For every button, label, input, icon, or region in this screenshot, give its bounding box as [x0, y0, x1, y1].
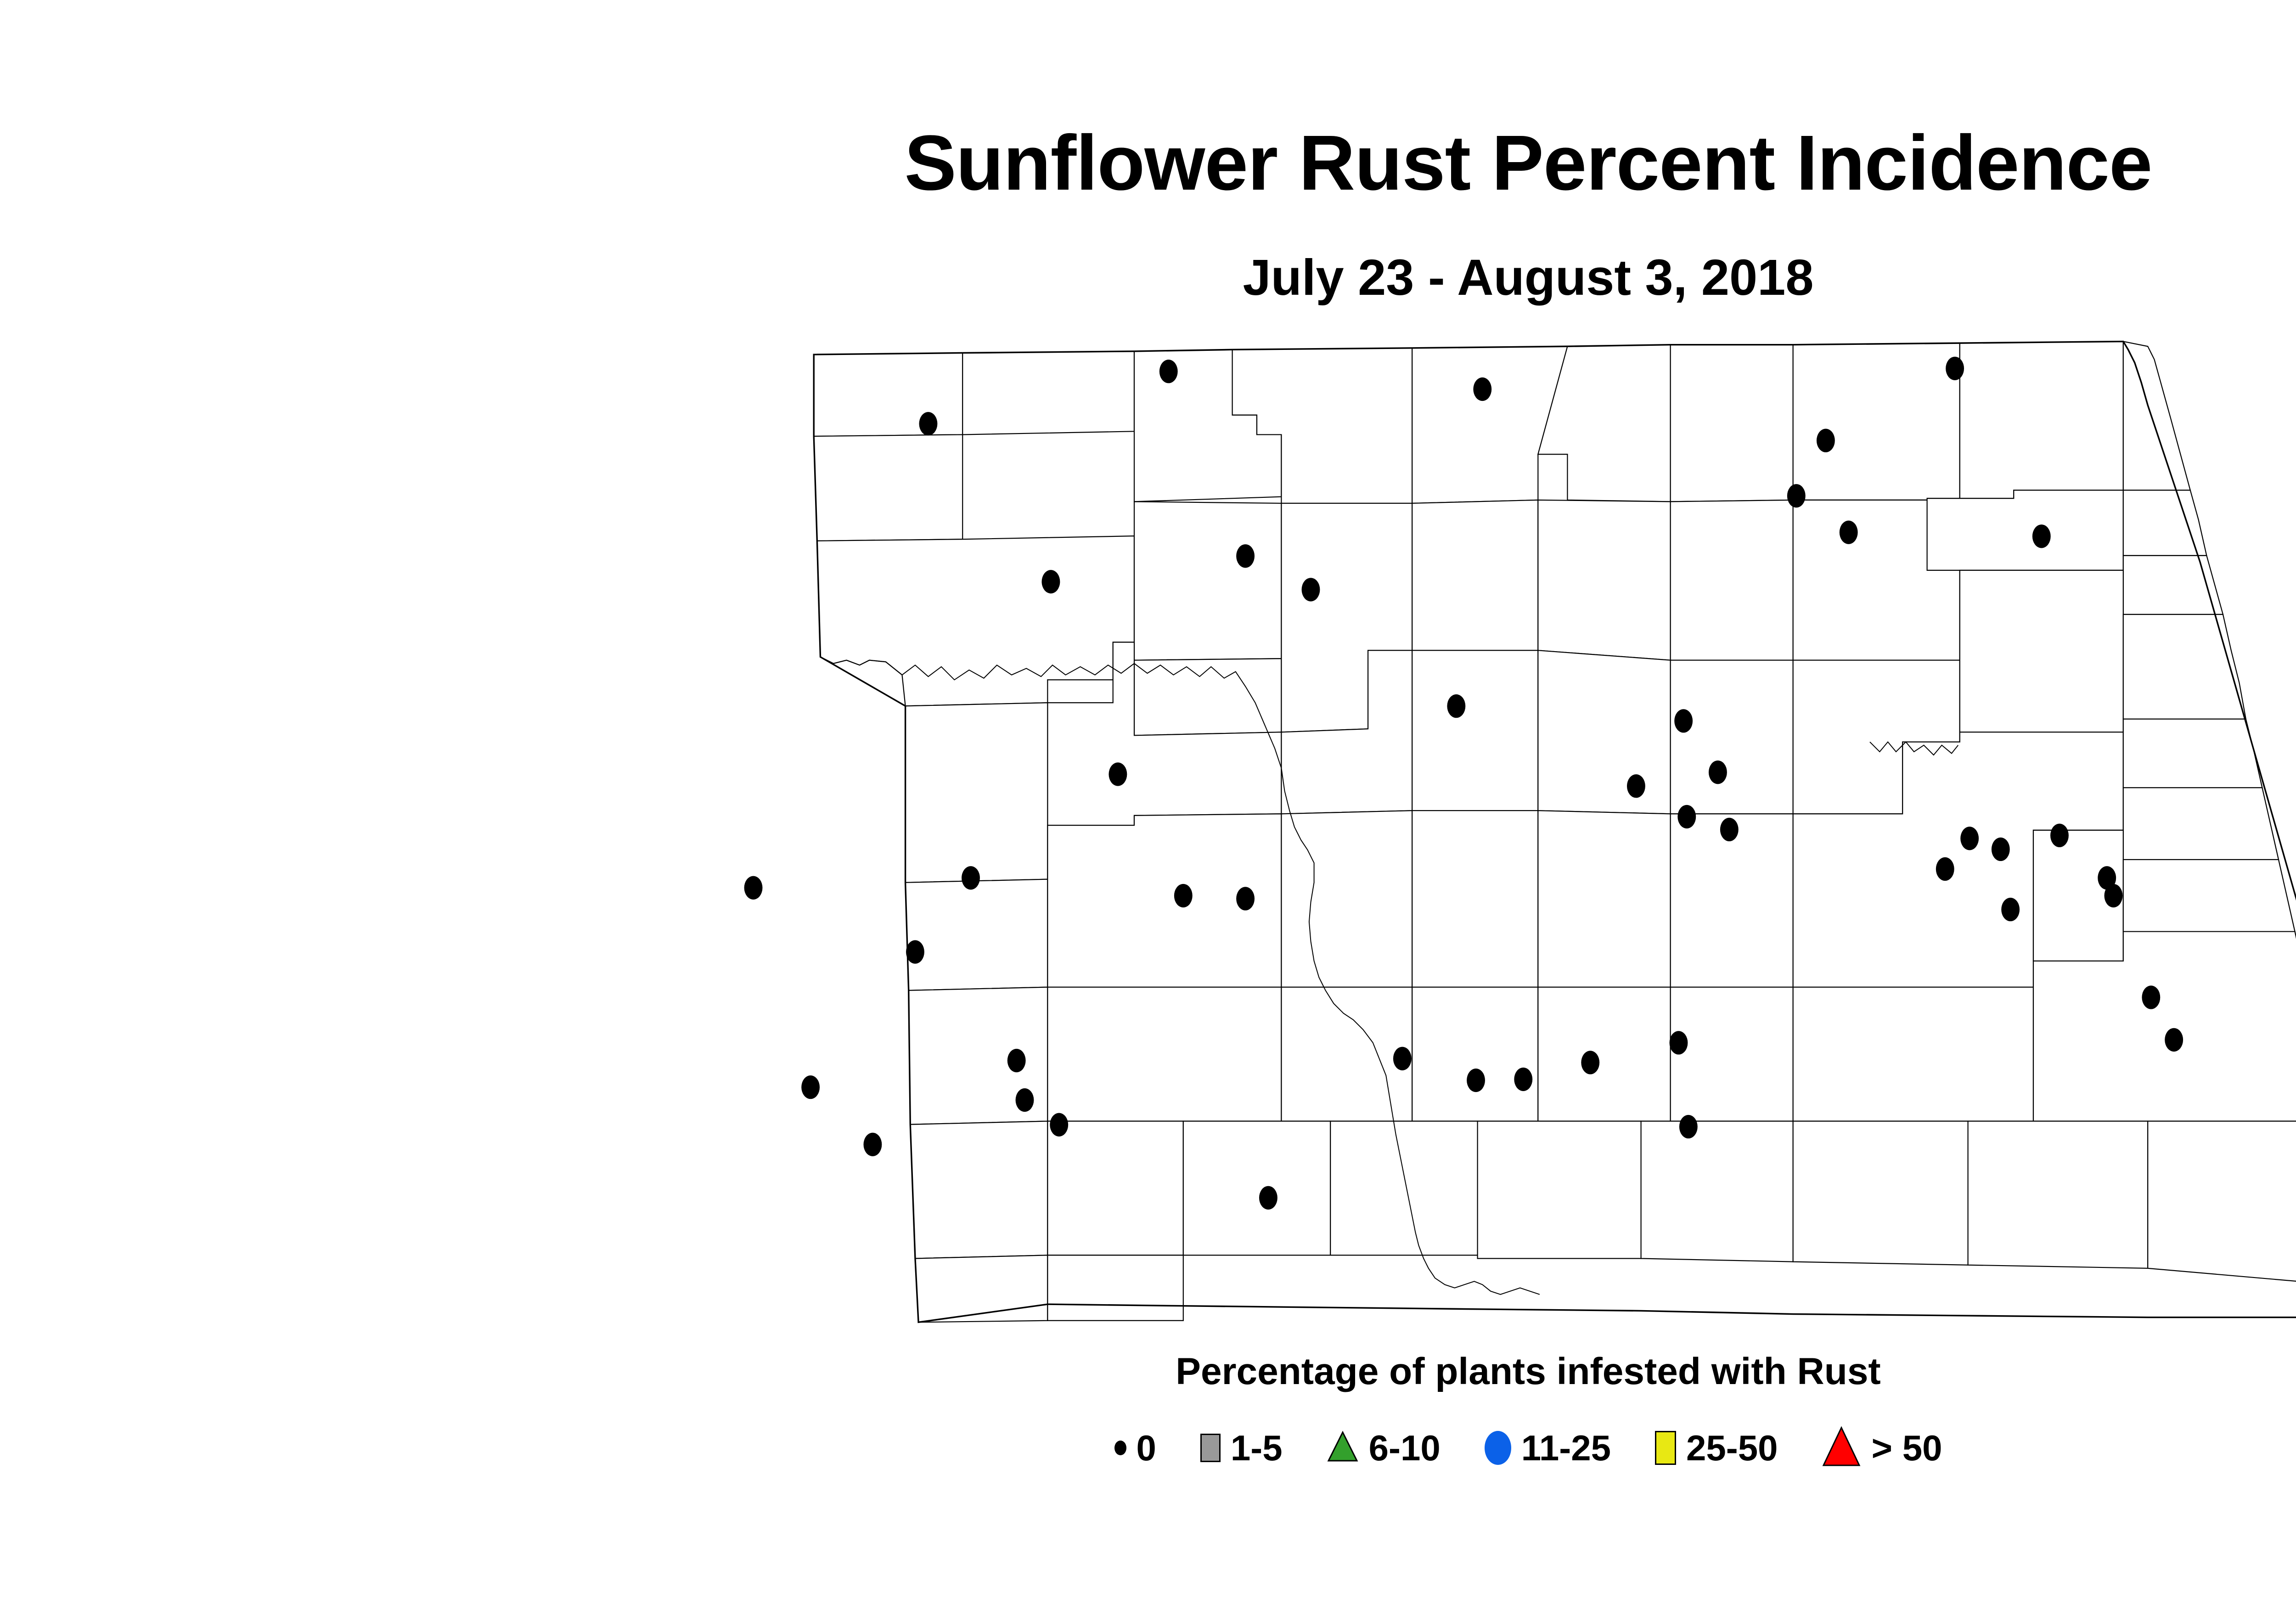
north-dakota-county-map: [726, 340, 2296, 1327]
map-data-point: [2001, 897, 2020, 922]
map-svg: [744, 340, 2296, 1327]
legend-item-25-50: 25-50: [1654, 1427, 1778, 1468]
map-data-point: [2142, 985, 2161, 1009]
map-data-point: [1787, 484, 1806, 508]
map-data-point: [1816, 428, 1835, 452]
map-data-point: [2032, 524, 2051, 548]
legend-label-0: 0: [1136, 1427, 1156, 1468]
legend-item-6-10: 6-10: [1327, 1430, 1441, 1466]
legend-green-triangle-icon: [1327, 1430, 1359, 1465]
legend-label-6-10: 6-10: [1368, 1427, 1441, 1468]
map-data-point: [1946, 356, 1964, 380]
map-data-point: [1839, 520, 1858, 544]
map-data-point: [1936, 857, 1954, 881]
map-data-point: [1159, 360, 1178, 383]
map-data-point: [1109, 762, 1127, 786]
map-data-point: [2098, 866, 2116, 890]
page-subtitle: July 23 - August 3, 2018: [1243, 249, 1814, 306]
map-data-point: [863, 1132, 882, 1156]
page-title: Sunflower Rust Percent Incidence: [904, 119, 2153, 207]
legend-item-0: 0: [1114, 1430, 1156, 1466]
legend-item-over-50: > 50: [1822, 1426, 1942, 1469]
map-data-point: [1674, 709, 1693, 733]
survey-points: [744, 356, 2183, 1210]
map-data-point: [1050, 1113, 1069, 1137]
map-data-point: [1007, 1048, 1026, 1073]
map-data-point: [1015, 1088, 1034, 1112]
map-data-point: [919, 412, 938, 436]
map-data-point: [1960, 827, 1979, 850]
map-data-point: [1473, 377, 1492, 401]
map-data-point: [1679, 1115, 1698, 1139]
map-data-point: [1581, 1051, 1600, 1075]
legend-label-over-50: > 50: [1871, 1427, 1942, 1468]
map-data-point: [906, 940, 924, 964]
legend-label-11-25: 11-25: [1521, 1427, 1611, 1468]
legend-dot-icon: [1114, 1440, 1126, 1455]
map-data-point: [1626, 774, 1645, 798]
legend-red-triangle-icon: [1822, 1426, 1861, 1469]
map-data-point: [744, 876, 763, 900]
legend: 0 1-5 6-10 11-25 25-50 > 50: [0, 1426, 2296, 1469]
legend-item-11-25: 11-25: [1484, 1427, 1611, 1468]
map-data-point: [962, 866, 980, 890]
legend-label-1-5: 1-5: [1230, 1427, 1283, 1468]
legend-blue-circle-icon: [1484, 1430, 1511, 1465]
map-data-point: [2050, 823, 2069, 847]
map-data-point: [2104, 884, 2123, 908]
map-data-point: [1991, 837, 2010, 861]
legend-label-25-50: 25-50: [1686, 1427, 1778, 1468]
map-data-point: [1174, 884, 1193, 908]
map-data-point: [1720, 817, 1739, 842]
county-polygons: [814, 342, 2296, 1323]
map-data-point: [1514, 1067, 1533, 1091]
map-data-point: [1236, 544, 1255, 568]
map-data-point: [1677, 805, 1696, 829]
legend-title: Percentage of plants infested with Rust: [1176, 1351, 1881, 1392]
map-data-point: [1041, 570, 1060, 594]
map-data-point: [1447, 694, 1466, 718]
map-data-point: [1708, 760, 1727, 784]
map-data-point: [1236, 887, 1255, 911]
legend-yellow-square-icon: [1654, 1430, 1676, 1465]
map-data-point: [1669, 1031, 1688, 1055]
map-data-point: [801, 1075, 820, 1099]
map-data-point: [1393, 1047, 1412, 1070]
map-data-point: [1301, 578, 1320, 602]
legend-gray-square-icon: [1200, 1433, 1221, 1462]
map-data-point: [2165, 1028, 2183, 1052]
map-data-point: [1259, 1186, 1277, 1210]
map-data-point: [1467, 1068, 1485, 1092]
legend-item-1-5: 1-5: [1200, 1430, 1283, 1466]
